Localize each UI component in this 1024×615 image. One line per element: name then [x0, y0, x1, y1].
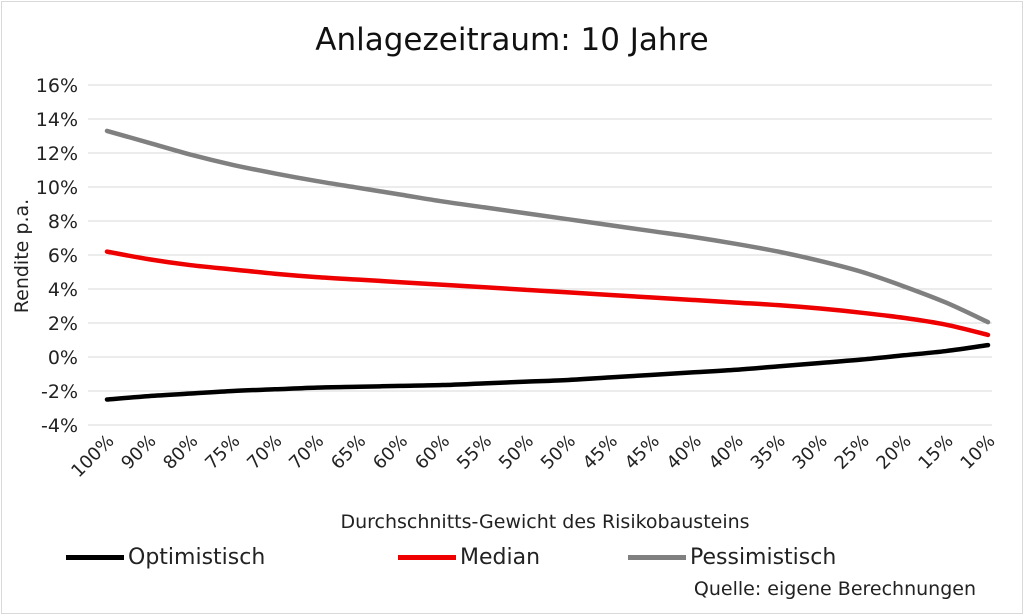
x-tick-label: 80% — [159, 431, 202, 474]
source-note: Quelle: eigene Berechnungen — [693, 578, 976, 600]
y-tick-label: 4% — [48, 279, 78, 301]
legend-item-median: Median — [398, 545, 540, 570]
x-tick-label: 70% — [285, 431, 328, 474]
series-line-median — [104, 249, 991, 338]
legend-label: Median — [460, 545, 541, 570]
y-tick-label: 10% — [36, 177, 78, 199]
y-tick-label: 16% — [36, 75, 78, 97]
y-tick-label: 12% — [36, 143, 78, 165]
x-tick-label: 100% — [67, 431, 118, 482]
x-tick-label: 60% — [369, 431, 412, 474]
x-tick-label: 45% — [621, 431, 664, 474]
x-tick-label: 75% — [201, 431, 244, 474]
x-tick-label: 25% — [831, 431, 874, 474]
x-tick-label: 90% — [117, 431, 160, 474]
legend-label: Pessimistisch — [690, 545, 837, 570]
x-tick-label: 65% — [327, 431, 370, 474]
x-tick-label: 20% — [872, 431, 915, 474]
x-tick-label: 50% — [495, 431, 538, 474]
x-tick-label: 60% — [411, 431, 454, 474]
legend-swatch — [398, 555, 456, 560]
x-tick-label: 40% — [663, 431, 706, 474]
y-tick-label: 0% — [48, 347, 78, 369]
legend-item-optimistisch: Optimistisch — [66, 545, 265, 570]
x-tick-label: 35% — [747, 431, 790, 474]
x-tick-label: 40% — [705, 431, 748, 474]
y-tick-label: -4% — [41, 415, 78, 437]
chart-title: Anlagezeitraum: 10 Jahre — [315, 22, 709, 58]
legend-swatch — [628, 555, 686, 560]
y-tick-label: -2% — [41, 381, 78, 403]
series-line-optimistisch — [104, 342, 991, 402]
x-tick-label: 10% — [956, 431, 999, 474]
legend-label: Optimistisch — [128, 545, 266, 570]
x-tick-label: 45% — [579, 431, 622, 474]
x-tick-label: 70% — [243, 431, 286, 474]
x-tick-label: 50% — [537, 431, 580, 474]
y-tick-label: 14% — [36, 109, 78, 131]
y-tick-label: 6% — [48, 245, 78, 267]
x-tick-label: 55% — [453, 431, 496, 474]
y-tick-label: 8% — [48, 211, 78, 233]
y-tick-label: 2% — [48, 313, 78, 335]
legend-item-pessimistisch: Pessimistisch — [628, 545, 836, 570]
x-tick-label: 30% — [789, 431, 832, 474]
series-line-pessimistisch — [104, 128, 991, 325]
x-tick-label: 15% — [914, 431, 957, 474]
x-axis-label: Durchschnitts-Gewicht des Risikobaustein… — [340, 511, 750, 533]
legend-swatch — [66, 555, 124, 560]
